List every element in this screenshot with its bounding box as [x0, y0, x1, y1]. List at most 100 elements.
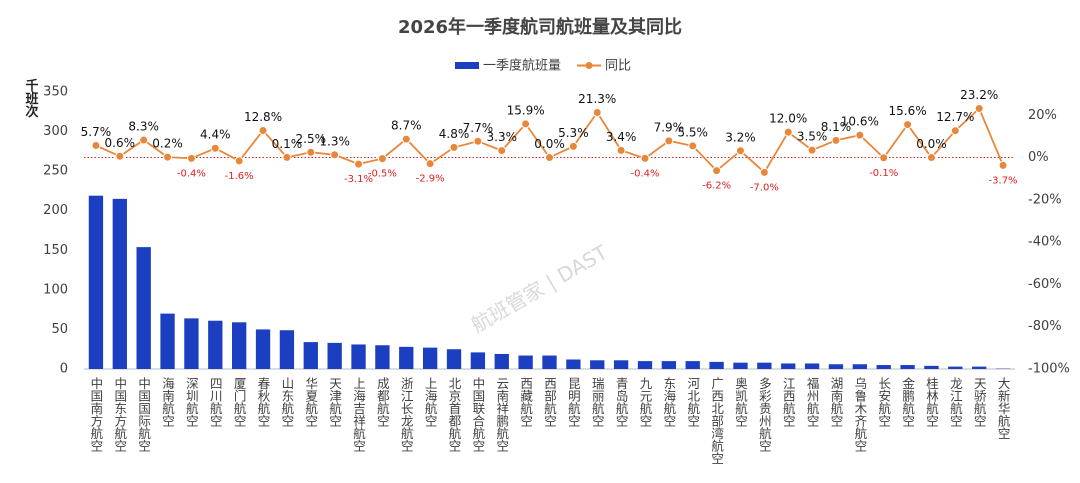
- x-tick-label: 东海航空: [661, 377, 676, 427]
- legend-label: 同比: [605, 59, 631, 74]
- legend-label: 一季度航班量: [483, 58, 561, 74]
- bar: [566, 359, 581, 369]
- point: [210, 143, 220, 153]
- bar: [160, 313, 175, 369]
- y-tick-label: 150: [43, 243, 68, 258]
- data-label: 3.3%: [487, 130, 518, 144]
- point: [664, 136, 674, 146]
- point: [735, 146, 745, 156]
- point: [401, 134, 411, 144]
- x-tick-label: 春秋航空: [256, 377, 271, 427]
- bar: [422, 347, 438, 369]
- bar: [924, 365, 939, 369]
- data-label: 8.1%: [821, 120, 852, 134]
- data-label: 3.2%: [725, 130, 756, 144]
- bar: [828, 364, 844, 369]
- y-tick-label: 100: [43, 282, 68, 297]
- data-label: 21.3%: [578, 92, 616, 106]
- data-label: 12.0%: [769, 112, 807, 126]
- data-label: 15.6%: [889, 104, 927, 118]
- bar: [208, 320, 223, 369]
- point: [640, 153, 650, 163]
- point: [545, 153, 554, 163]
- y2-tick-label: -20%: [1028, 192, 1062, 207]
- data-label: 2.5%: [296, 132, 327, 146]
- data-label: 12.8%: [244, 110, 282, 124]
- data-label: 8.7%: [391, 119, 422, 133]
- data-label: 3.5%: [797, 130, 828, 144]
- x-tick-label: 乌鲁木齐航空: [852, 376, 867, 452]
- x-tick-label: 浙江长龙航空: [399, 376, 414, 452]
- bar: [781, 363, 796, 369]
- x-tick-label: 福州航空: [805, 376, 820, 427]
- x-tick-label: 九元航空: [637, 377, 652, 427]
- data-label: 7.9%: [654, 120, 685, 134]
- watermark: 航班管家 | DAST: [467, 240, 612, 338]
- point: [831, 135, 841, 145]
- data-label: -0.5%: [368, 169, 397, 180]
- data-label: 3.4%: [606, 130, 637, 144]
- bar: [948, 366, 963, 369]
- data-label: -1.6%: [225, 171, 254, 182]
- data-label: -0.4%: [177, 168, 206, 179]
- bar: [279, 330, 295, 369]
- x-tick-label: 江西航空: [781, 377, 796, 427]
- bar: [542, 355, 557, 369]
- point: [377, 154, 387, 164]
- point: [807, 145, 817, 155]
- bar: [375, 345, 390, 369]
- legend-swatch: [455, 62, 479, 69]
- y2-tick-label: -100%: [1028, 362, 1070, 377]
- x-tick-label: 成都航空: [375, 377, 390, 427]
- bar: [757, 362, 772, 369]
- data-label: -0.1%: [869, 168, 898, 179]
- data-label: 23.2%: [960, 88, 998, 102]
- legend-swatch: [585, 62, 593, 69]
- x-tick-label: 西藏航空: [518, 377, 533, 427]
- bar: [136, 247, 151, 369]
- bar: [494, 353, 509, 369]
- point: [688, 141, 698, 151]
- data-label: -3.1%: [344, 174, 373, 185]
- data-label: 1.3%: [319, 134, 350, 148]
- data-label: -6.2%: [702, 181, 731, 192]
- bar: [303, 342, 318, 369]
- x-tick-label: 海南航空: [160, 376, 175, 427]
- point: [186, 153, 196, 163]
- bar: [709, 361, 724, 369]
- bar: [327, 342, 342, 369]
- y-tick-label: 200: [43, 203, 68, 218]
- point: [568, 141, 578, 151]
- x-tick-label: 昆明航空: [566, 377, 581, 427]
- bar: [518, 355, 533, 369]
- x-tick-label: 金鹏航空: [900, 376, 915, 427]
- data-label: 4.8%: [439, 127, 470, 141]
- y-tick-label: 250: [43, 164, 68, 179]
- point: [974, 103, 984, 113]
- x-tick-label: 青岛航空: [614, 377, 629, 427]
- bar: [88, 195, 104, 369]
- bar: [972, 366, 987, 369]
- x-tick-label: 桂林航空: [924, 376, 939, 427]
- point: [115, 151, 125, 161]
- data-label: 8.3%: [128, 119, 159, 133]
- point: [616, 145, 626, 155]
- point: [163, 152, 173, 162]
- bar: [590, 360, 605, 369]
- x-tick-label: 山东航空: [279, 377, 294, 427]
- data-label: 0.0%: [534, 137, 565, 151]
- x-tick-label: 长安航空: [876, 377, 891, 427]
- y2-tick-label: -80%: [1028, 319, 1062, 334]
- bar: [661, 361, 677, 369]
- bar: [852, 364, 867, 369]
- y2-tick-label: 0%: [1028, 150, 1049, 165]
- x-tick-label: 深圳航空: [184, 377, 199, 427]
- chart-title: 2026年一季度航司航班量及其同比: [398, 16, 682, 38]
- data-label: 4.4%: [200, 128, 231, 142]
- bar: [876, 365, 891, 369]
- data-label: -0.4%: [630, 168, 659, 179]
- data-label: 5.7%: [81, 125, 112, 139]
- x-tick-label: 上海吉祥航空: [351, 377, 366, 452]
- y-tick-label: 350: [43, 85, 68, 100]
